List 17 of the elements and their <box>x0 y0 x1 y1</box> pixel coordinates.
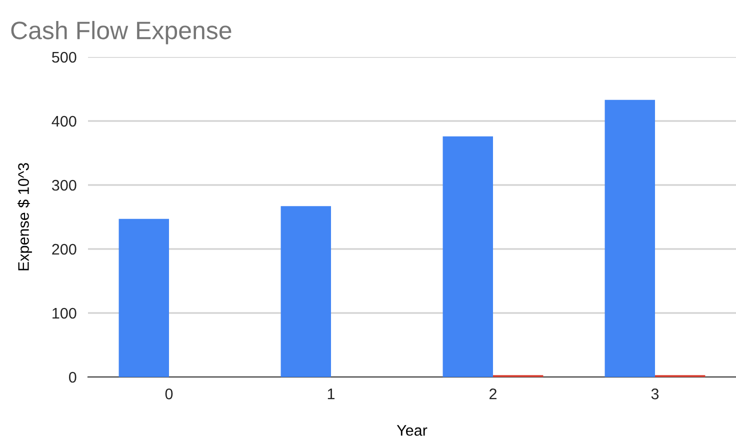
y-tick-label: 300 <box>52 180 76 191</box>
x-tick-label: 2 <box>490 388 496 400</box>
bar <box>442 136 493 377</box>
y-tick-label: 0 <box>68 372 76 383</box>
y-tick-label: 500 <box>52 52 76 63</box>
chart-title: Cash Flow Expense <box>11 20 232 44</box>
x-tick-label: 0 <box>165 388 173 400</box>
y-axis-title: Expense $ 10^3 <box>17 163 32 270</box>
bar <box>118 218 169 377</box>
bar <box>604 100 655 377</box>
bar <box>280 206 331 377</box>
y-tick-label: 400 <box>52 116 76 127</box>
y-tick-label: 200 <box>52 244 76 255</box>
x-tick-label: 1 <box>328 388 335 400</box>
x-tick-label: 3 <box>651 388 659 400</box>
y-tick-label: 100 <box>52 308 76 319</box>
x-axis-title: Year <box>396 425 428 436</box>
